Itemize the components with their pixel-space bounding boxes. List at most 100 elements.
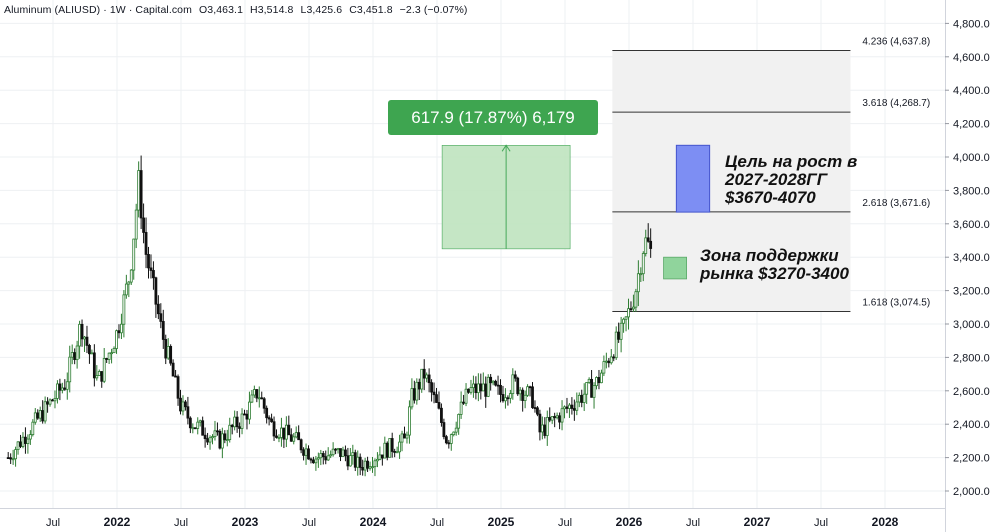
- candle: [70, 344, 74, 365]
- candle: [558, 412, 561, 430]
- candle-body: [425, 374, 429, 379]
- candle-body: [454, 427, 458, 433]
- candle-body: [201, 420, 205, 436]
- candle: [467, 388, 470, 394]
- candle-body: [80, 323, 84, 340]
- candle: [516, 376, 520, 396]
- candle: [353, 449, 357, 472]
- candle-body: [548, 417, 552, 421]
- candle: [449, 433, 453, 451]
- candle: [504, 388, 507, 409]
- candle: [208, 435, 212, 450]
- candle: [275, 429, 278, 439]
- candle-body: [297, 432, 301, 441]
- candle: [152, 261, 155, 290]
- x-tick-label: Jul: [46, 517, 60, 529]
- candle: [213, 420, 217, 441]
- y-tick-label: 2,200.0: [953, 453, 990, 465]
- candle: [92, 344, 96, 387]
- candle: [255, 388, 259, 403]
- candle-body: [78, 323, 81, 347]
- candle: [555, 412, 559, 420]
- candle: [102, 348, 106, 384]
- candle: [282, 427, 286, 449]
- candle-body: [280, 427, 283, 438]
- candle: [577, 392, 581, 408]
- support-line-1: Зона поддержки: [700, 246, 839, 265]
- candle-body: [376, 458, 379, 462]
- candle: [595, 376, 598, 390]
- candle-body: [353, 452, 357, 468]
- x-tick-label: Jul: [302, 517, 316, 529]
- ohlc-change: −2.3 (−0.07%): [399, 4, 468, 16]
- candle-body: [558, 415, 561, 423]
- candle-body: [543, 424, 547, 436]
- candle-body: [572, 408, 576, 411]
- candle: [334, 448, 337, 455]
- candle: [171, 359, 175, 377]
- candle: [592, 382, 596, 409]
- candle: [344, 445, 347, 462]
- candle-body: [632, 306, 635, 310]
- candle: [476, 373, 480, 402]
- candle-body: [287, 424, 291, 436]
- candle: [597, 369, 601, 390]
- x-tick-label: 2022: [104, 515, 131, 529]
- candle-body: [272, 421, 276, 437]
- candle-body: [617, 331, 621, 340]
- candle: [582, 383, 586, 412]
- candle-body: [604, 360, 608, 363]
- candle-body: [440, 407, 443, 423]
- candle-body: [511, 374, 515, 395]
- candle: [36, 409, 40, 420]
- candle-body: [48, 399, 52, 405]
- candle: [442, 418, 446, 440]
- candle-body: [469, 387, 473, 393]
- candle: [176, 374, 180, 406]
- candle-body: [257, 397, 261, 400]
- candle-body: [46, 401, 49, 405]
- candle: [280, 417, 283, 447]
- candle-body: [252, 389, 256, 396]
- candle: [272, 416, 276, 441]
- candle: [590, 370, 593, 398]
- y-tick-label: 4,200.0: [953, 119, 990, 131]
- candle-body: [6, 457, 10, 460]
- candle: [33, 408, 37, 425]
- candle-body: [602, 361, 606, 374]
- candle: [548, 407, 552, 423]
- candle: [203, 427, 207, 448]
- candle-body: [115, 330, 118, 349]
- candle: [174, 369, 177, 378]
- candle-body: [233, 416, 237, 428]
- candle: [619, 316, 623, 353]
- candle-body: [358, 456, 362, 468]
- candle: [88, 343, 91, 364]
- candle: [302, 447, 305, 461]
- candle: [614, 326, 618, 360]
- x-tick-label: 2023: [232, 515, 259, 529]
- candle-body: [627, 308, 630, 318]
- candle-body: [156, 303, 160, 315]
- candle: [622, 317, 625, 333]
- candle: [289, 428, 293, 442]
- candle-body: [186, 406, 190, 419]
- candle-body: [299, 439, 303, 451]
- symbol-title: Aluminum (ALIUSD) · 1W · Capital.com: [4, 4, 192, 16]
- candle-body: [304, 448, 308, 456]
- candle: [41, 400, 45, 424]
- candle: [629, 301, 633, 312]
- candle: [395, 446, 399, 454]
- candle: [393, 448, 397, 458]
- candle: [144, 217, 148, 269]
- candle: [634, 288, 638, 312]
- candle: [97, 369, 101, 377]
- candle: [240, 408, 244, 435]
- candle-body: [302, 449, 305, 456]
- candle: [422, 359, 426, 391]
- candle: [474, 376, 478, 400]
- candle: [193, 427, 197, 430]
- candle-body: [506, 397, 510, 400]
- candle: [250, 389, 254, 404]
